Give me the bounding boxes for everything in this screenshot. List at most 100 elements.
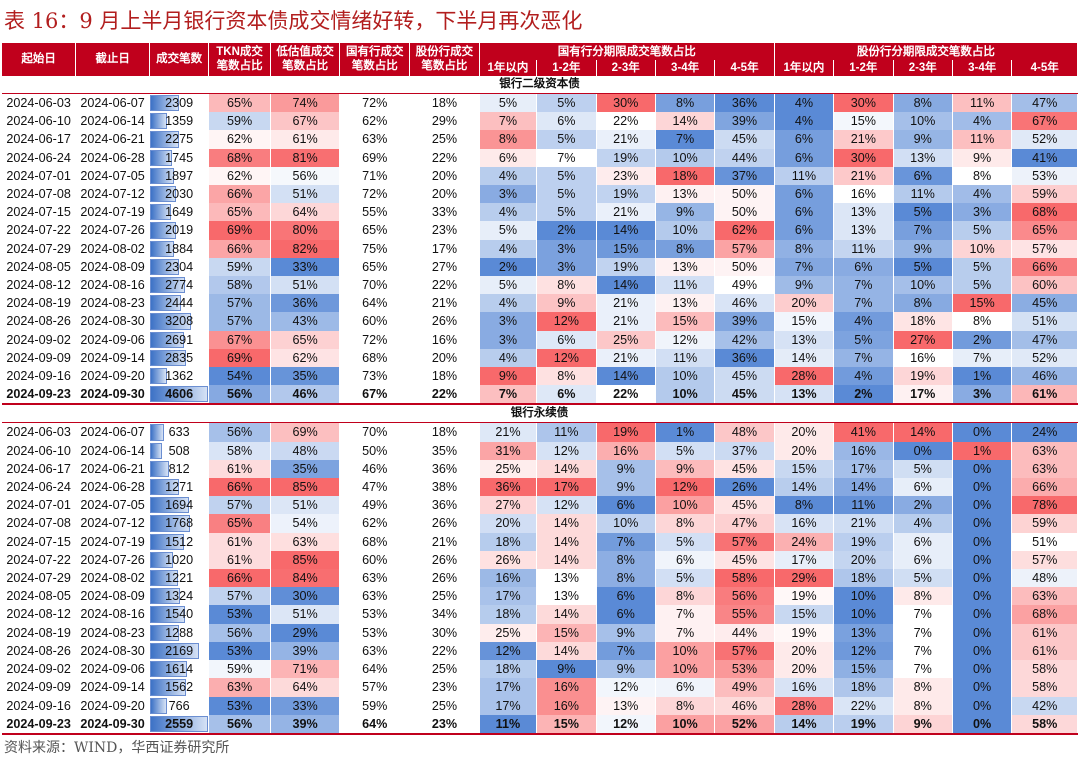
count-databar xyxy=(149,606,186,623)
date-cell: 2024-06-03 xyxy=(2,93,77,113)
pct-cell: 14% xyxy=(596,221,656,240)
count-databar xyxy=(149,697,168,714)
pct-cell: 63% xyxy=(339,569,411,588)
count-databar xyxy=(149,661,187,678)
pct-cell: 58% xyxy=(714,569,775,588)
count-databar xyxy=(149,588,181,605)
pct-cell: 3% xyxy=(952,203,1013,222)
pct-cell: 63% xyxy=(208,678,271,697)
table-row: 2024-06-03 2024-06-07 2309 65% 74% 72% 18% 5% 5%… xyxy=(2,93,1078,113)
pct-cell: 27% xyxy=(893,330,953,349)
date-cell: 2024-07-12 xyxy=(75,185,150,204)
date-cell: 2024-08-02 xyxy=(75,569,150,588)
pct-cell: 7% xyxy=(479,112,538,131)
count-databar xyxy=(149,331,185,348)
pct-cell: 50% xyxy=(339,441,411,460)
pct-cell: 15% xyxy=(833,112,894,131)
pct-cell: 63% xyxy=(1011,587,1078,606)
pct-cell: 46% xyxy=(270,385,341,406)
pct-cell: 66% xyxy=(208,185,271,204)
pct-cell: 6% xyxy=(596,587,656,606)
count-value: 1562 xyxy=(165,680,194,695)
pct-cell: 6% xyxy=(893,532,953,551)
count-value: 2559 xyxy=(165,716,194,731)
pct-cell: 31% xyxy=(479,441,538,460)
pct-cell: 33% xyxy=(409,203,480,222)
pct-cell: 7% xyxy=(893,641,953,661)
pct-cell: 5% xyxy=(536,130,597,149)
count-value: 2774 xyxy=(165,278,194,293)
pct-cell: 9% xyxy=(952,148,1013,167)
pct-cell: 8% xyxy=(893,93,953,113)
pct-cell: 0% xyxy=(893,441,953,460)
pct-cell: 57% xyxy=(208,496,271,515)
date-cell: 2024-06-17 xyxy=(2,459,77,479)
pct-cell: 7% xyxy=(893,623,953,642)
pct-cell: 19% xyxy=(774,587,835,606)
header-bucket-row: 1年以内 1-2年 2-3年 3-4年 4-5年 1年以内 1-2年 2-3年 3-4年 4-5年 xyxy=(2,60,1078,76)
pct-cell: 39% xyxy=(270,641,341,661)
pct-cell: 13% xyxy=(655,294,716,313)
count-value: 1649 xyxy=(165,205,194,220)
pct-cell: 14% xyxy=(596,367,656,386)
date-cell: 2024-07-15 xyxy=(2,532,77,551)
table-row: 2024-09-02 2024-09-06 1614 59% 71% 64% 25% 18% 9… xyxy=(2,660,1078,679)
count-value: 1020 xyxy=(165,552,194,567)
date-cell: 2024-09-23 xyxy=(2,714,77,735)
pct-cell: 17% xyxy=(409,239,480,258)
pct-cell: 11% xyxy=(655,276,716,295)
pct-cell: 5% xyxy=(893,257,953,277)
pct-cell: 16% xyxy=(774,514,835,533)
pct-cell: 39% xyxy=(714,312,775,331)
header-low-val-text: 低估值成交笔数占比 xyxy=(276,46,334,72)
pct-cell: 65% xyxy=(339,257,411,277)
pct-cell: 0% xyxy=(952,422,1013,442)
pct-cell: 1% xyxy=(952,441,1013,460)
count-cell: 1540 xyxy=(149,605,210,624)
count-databar xyxy=(149,349,186,367)
pct-cell: 69% xyxy=(208,348,271,368)
pct-cell: 68% xyxy=(1011,605,1078,624)
table-row: 2024-09-09 2024-09-14 1562 63% 64% 57% 23% 17% 1… xyxy=(2,678,1078,697)
pct-cell: 48% xyxy=(1011,569,1078,588)
pct-cell: 70% xyxy=(339,422,411,442)
pct-cell: 4% xyxy=(479,239,538,258)
pct-cell: 21% xyxy=(409,294,480,313)
header-low-val: 低估值成交笔数占比 xyxy=(270,43,341,76)
pct-cell: 49% xyxy=(714,678,775,697)
section-header-row: 银行永续债 xyxy=(2,403,1078,424)
pct-cell: 71% xyxy=(339,166,411,186)
pct-cell: 13% xyxy=(774,385,835,406)
pct-cell: 17% xyxy=(774,550,835,570)
count-value: 2275 xyxy=(165,132,194,147)
section-label: 银行二级资本债 xyxy=(2,75,1078,94)
pct-cell: 12% xyxy=(833,641,894,661)
pct-cell: 9% xyxy=(479,367,538,386)
count-cell: 2309 xyxy=(149,93,210,113)
count-cell: 1221 xyxy=(149,569,210,588)
pct-cell: 18% xyxy=(833,678,894,697)
pct-cell: 4% xyxy=(833,367,894,386)
pct-cell: 18% xyxy=(893,312,953,331)
count-cell: 1649 xyxy=(149,203,210,222)
pct-cell: 15% xyxy=(536,623,597,642)
pct-cell: 43% xyxy=(270,312,341,331)
pct-cell: 25% xyxy=(409,587,480,606)
pct-cell: 4% xyxy=(833,312,894,331)
pct-cell: 67% xyxy=(270,112,341,131)
date-cell: 2024-08-16 xyxy=(75,276,150,295)
pct-cell: 24% xyxy=(774,532,835,551)
pct-cell: 5% xyxy=(893,569,953,588)
pct-cell: 18% xyxy=(479,660,538,679)
pct-cell: 5% xyxy=(536,203,597,222)
pct-cell: 10% xyxy=(596,514,656,533)
pct-cell: 9% xyxy=(655,203,716,222)
pct-cell: 13% xyxy=(893,148,953,167)
pct-cell: 7% xyxy=(833,348,894,368)
pct-cell: 18% xyxy=(409,422,480,442)
pct-cell: 45% xyxy=(1011,294,1078,313)
pct-cell: 6% xyxy=(596,496,656,515)
count-databar xyxy=(149,313,191,330)
pct-cell: 50% xyxy=(714,203,775,222)
count-databar xyxy=(149,277,186,294)
